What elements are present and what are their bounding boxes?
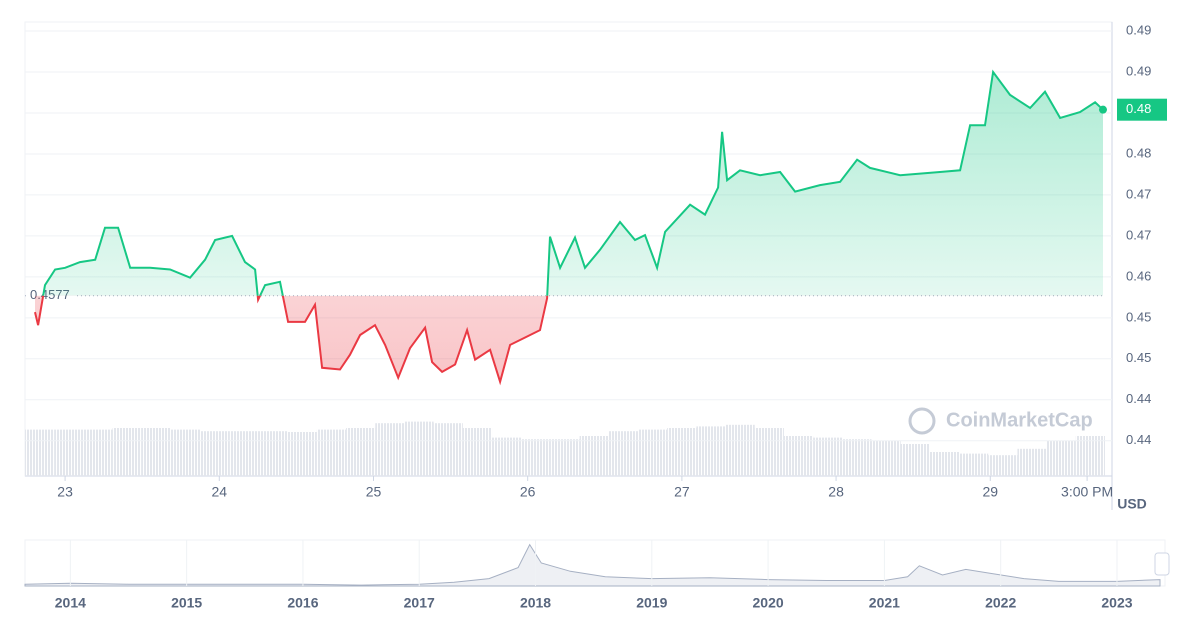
watermark: CoinMarketCap (946, 409, 1093, 431)
volume-bar (842, 439, 872, 476)
volume-bar (83, 429, 113, 476)
volume-bar (258, 431, 288, 476)
overview-tick-label: 2018 (520, 595, 551, 611)
overview-tick-label: 2021 (869, 595, 900, 611)
y-tick-label: 0.44 (1126, 432, 1151, 447)
volume-bar (929, 452, 960, 476)
volume-bar (229, 431, 259, 476)
volume-bar (25, 429, 55, 476)
x-tick-label: 25 (366, 484, 382, 500)
volume-bar (608, 431, 638, 476)
x-tick-label: 27 (674, 484, 690, 500)
y-tick-label: 0.45 (1126, 350, 1151, 365)
overview-tick-label: 2016 (287, 595, 318, 611)
y-tick-label: 0.49 (1126, 63, 1151, 78)
x-tick-label: 23 (57, 484, 73, 500)
volume-bar (900, 444, 930, 476)
overview-area (24, 543, 1161, 587)
x-tick-label: 3:00 PM (1061, 484, 1113, 500)
volume-bar (375, 423, 405, 476)
last-point (1098, 105, 1107, 114)
y-tick-label: 0.48 (1126, 145, 1151, 160)
y-tick-label: 0.45 (1126, 309, 1151, 324)
x-tick-label: 29 (982, 484, 998, 500)
volume-bar (550, 439, 580, 476)
volume-bar (637, 429, 668, 476)
x-tick-label: 26 (520, 484, 536, 500)
volume-bar (667, 428, 697, 476)
volume-bar (346, 428, 376, 476)
y-tick-label: 0.44 (1126, 391, 1151, 406)
x-tick-label: 28 (828, 484, 844, 500)
volume-bar (141, 428, 171, 476)
overview-tick-label: 2017 (404, 595, 435, 611)
overview-tick-label: 2022 (985, 595, 1016, 611)
y-tick-label: 0.46 (1126, 268, 1151, 283)
volume-bar (287, 432, 317, 476)
volume-bar (316, 429, 347, 476)
y-tick-label: 0.47 (1126, 186, 1151, 201)
unit-label: USD (1117, 496, 1147, 512)
volume-bar (54, 429, 84, 476)
overview-tick-label: 2020 (753, 595, 784, 611)
volume-bar (871, 440, 901, 476)
volume-bar (1017, 448, 1047, 476)
watermark-logo (908, 407, 936, 435)
area-up (35, 72, 1103, 296)
volume-bar (112, 428, 142, 476)
overview-tick-label: 2015 (171, 595, 202, 611)
volume-bar (959, 453, 989, 476)
navigator-handle[interactable] (1154, 552, 1170, 576)
x-tick-label: 24 (211, 484, 227, 500)
volume-bar (170, 429, 201, 476)
y-tick-label: 0.49 (1126, 22, 1151, 37)
price-line-up (42, 69, 1104, 296)
volume-bar (988, 455, 1018, 476)
volume-bar (696, 426, 726, 476)
volume-bar (813, 437, 843, 476)
area-down (35, 295, 548, 382)
volume-bar (521, 439, 551, 476)
overview-tick-label: 2019 (636, 595, 667, 611)
volume-bar (1075, 436, 1105, 476)
volume-bar (579, 436, 609, 476)
volume-bar (783, 436, 814, 476)
price-line-down (34, 295, 549, 386)
overview-tick-label: 2014 (55, 595, 86, 611)
volume-bar (754, 428, 784, 476)
overview-tick-label: 2023 (1101, 595, 1132, 611)
volume-bar (200, 431, 230, 476)
price-tag-label: 0.48 (1126, 101, 1151, 116)
volume-bar (404, 421, 434, 476)
volume-bar (725, 424, 755, 476)
y-tick-label: 0.47 (1126, 227, 1151, 242)
volume-bar (462, 428, 493, 476)
price-tag (1117, 98, 1167, 121)
volume-bar (433, 423, 463, 476)
volume-bar (1046, 440, 1076, 476)
volume-bar (492, 437, 522, 476)
